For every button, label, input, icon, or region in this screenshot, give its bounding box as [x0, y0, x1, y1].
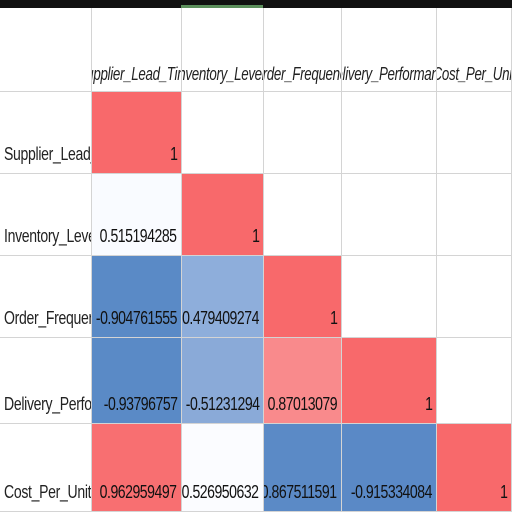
matrix-cell[interactable]: [437, 174, 512, 256]
matrix-cell[interactable]: [264, 174, 342, 256]
row-header-delivery-performance[interactable]: Delivery_Performance: [0, 338, 92, 424]
matrix-cell[interactable]: [437, 338, 512, 424]
row-header-cost-per-unit[interactable]: Cost_Per_Unit: [0, 424, 92, 512]
column-header-supplier-lead-time[interactable]: Supplier_Lead_Time: [92, 8, 182, 92]
matrix-cell[interactable]: -0.904761555: [92, 256, 182, 338]
matrix-cell[interactable]: 0.87013079: [264, 338, 342, 424]
matrix-cell[interactable]: [342, 256, 437, 338]
matrix-cell[interactable]: [437, 92, 512, 174]
matrix-cell[interactable]: [437, 256, 512, 338]
selected-column-indicator: [181, 5, 263, 8]
matrix-cell[interactable]: [342, 174, 437, 256]
matrix-cell[interactable]: [342, 92, 437, 174]
corner-cell[interactable]: [0, 8, 92, 92]
spreadsheet-top-edge: [0, 0, 512, 8]
column-header-cost-per-unit[interactable]: Cost_Per_Unit: [437, 8, 512, 92]
matrix-cell[interactable]: -0.867511591: [264, 424, 342, 512]
row-header-inventory-levels[interactable]: Inventory_Levels: [0, 174, 92, 256]
matrix-cell[interactable]: [182, 92, 264, 174]
column-header-delivery-performance[interactable]: Delivery_Performance: [342, 8, 437, 92]
column-header-inventory-levels[interactable]: Inventory_Levels: [182, 8, 264, 92]
row-header-order-frequency[interactable]: Order_Frequency: [0, 256, 92, 338]
matrix-cell[interactable]: 1: [182, 174, 264, 256]
matrix-cell[interactable]: 1: [92, 92, 182, 174]
correlation-matrix-table: Supplier_Lead_Time Inventory_Levels Orde…: [0, 8, 512, 512]
matrix-cell[interactable]: -0.51231294: [182, 338, 264, 424]
matrix-cell[interactable]: -0.915334084: [342, 424, 437, 512]
matrix-cell[interactable]: 0.515194285: [92, 174, 182, 256]
matrix-cell[interactable]: 0.526950632: [182, 424, 264, 512]
matrix-cell[interactable]: 1: [437, 424, 512, 512]
matrix-cell[interactable]: 1: [264, 256, 342, 338]
matrix-cell[interactable]: -0.93796757: [92, 338, 182, 424]
row-header-supplier-lead-time[interactable]: Supplier_Lead_Time: [0, 92, 92, 174]
matrix-cell[interactable]: 1: [342, 338, 437, 424]
matrix-cell[interactable]: 0.962959497: [92, 424, 182, 512]
matrix-cell[interactable]: [264, 92, 342, 174]
column-header-order-frequency[interactable]: Order_Frequency: [264, 8, 342, 92]
matrix-cell[interactable]: -0.479409274: [182, 256, 264, 338]
